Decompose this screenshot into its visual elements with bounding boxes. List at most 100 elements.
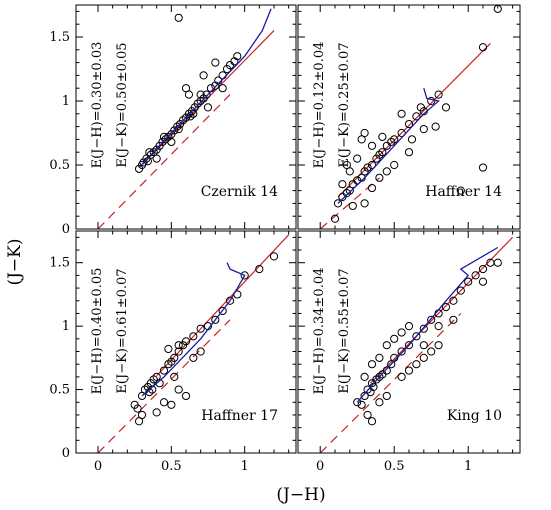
y-tick-label: 0.5 [49,158,70,173]
data-point [159,398,169,407]
reddened-sequence-line [156,234,290,377]
data-point [149,375,158,384]
cluster-name: Haffner 14 [425,184,502,200]
data-point [255,264,264,274]
y-axis-label: (J−K) [5,238,25,285]
data-point [407,135,417,144]
reddening-annotation: E(J−H)=0.12±0.04 [312,42,327,169]
data-point [404,322,414,331]
data-point [419,324,428,333]
data-point [159,132,169,141]
data-point [218,71,227,80]
data-point [412,332,421,341]
data-point [427,315,436,324]
data-point [441,103,451,112]
unreddened-sequence-line [319,177,380,229]
y-tick-label: 0 [62,446,70,461]
data-point [184,90,194,99]
reddening-annotation: E(J−H)=0.30±0.03 [90,42,105,169]
panel-1: 0 0.5 1 1.5 E(J−H)=0.30±0.03 E(J−K)=0.50±0.05… [49,4,297,237]
data-point [218,84,227,93]
isochrone-curve [141,262,246,397]
data-point [218,306,227,316]
data-point [419,341,428,350]
x-tick-label: 1 [464,459,472,474]
data-point [196,90,205,99]
data-point [189,353,198,362]
data-point [397,109,406,118]
data-point [152,408,161,417]
panel-2: E(J−H)=0.12±0.04 E(J−K)=0.25±0.07 Haffner … [297,4,521,230]
isochrone-curve [337,88,441,204]
data-point [375,398,384,407]
data-point [387,137,396,147]
data-point [378,148,387,157]
data-point [353,154,362,163]
data-point [404,148,414,157]
x-tick-label: 0.5 [161,459,182,474]
data-point [390,334,399,343]
data-point [333,199,343,208]
data-point [240,271,249,280]
data-point [189,332,198,341]
data-point [202,90,211,99]
y-tick-label: 1 [62,94,70,109]
data-point [478,277,488,286]
reddened-sequence-line [370,236,514,384]
data-point [478,43,488,52]
data-point [478,163,488,172]
data-point [404,366,414,375]
data-point [382,391,391,401]
panel-plot-area [97,8,275,229]
data-point [375,173,384,182]
data-point [367,417,377,426]
data-point [431,122,440,131]
x-tick-label: 0 [94,459,102,474]
data-point [449,296,458,305]
data-point [167,137,176,147]
data-point [434,322,443,331]
data-point [390,135,399,144]
data-point [478,264,488,274]
data-point [134,417,144,426]
y-tick-label: 1 [62,319,70,334]
reddening-annotation: E(J−K)=0.55±0.07 [337,268,352,393]
reddening-annotation: E(J−K)=0.61±0.07 [115,268,130,393]
data-point [449,315,458,324]
data-point [367,141,377,150]
data-point [404,119,414,129]
data-point [159,366,169,375]
panel-plot-area [319,236,514,453]
cluster-name: King 10 [447,408,502,424]
data-point [199,71,208,80]
data-point [170,353,179,362]
data-point [360,372,369,381]
data-point [211,315,220,324]
reddening-annotation: E(J−K)=0.25±0.07 [337,42,352,167]
data-point [174,125,183,134]
y-tick-label: 0 [62,222,70,237]
isochrone-curve [138,8,272,169]
data-point [357,400,366,409]
data-point [196,96,205,106]
data-point [363,163,372,172]
data-point [375,150,384,159]
data-point [416,103,425,112]
data-point [181,391,191,401]
unreddened-sequence-line [97,94,231,229]
x-tick-label: 0 [316,459,324,474]
data-point [382,366,391,375]
data-point [269,252,279,261]
y-tick-label: 0.5 [49,383,70,398]
data-point [397,328,406,337]
data-point [375,372,384,381]
data-point [382,167,391,176]
data-point [367,183,377,193]
data-point [196,324,205,333]
data-point [133,404,142,413]
isochrone-curve [356,246,499,403]
data-point [471,271,480,280]
data-point [456,286,465,295]
unreddened-sequence-line [319,313,462,453]
